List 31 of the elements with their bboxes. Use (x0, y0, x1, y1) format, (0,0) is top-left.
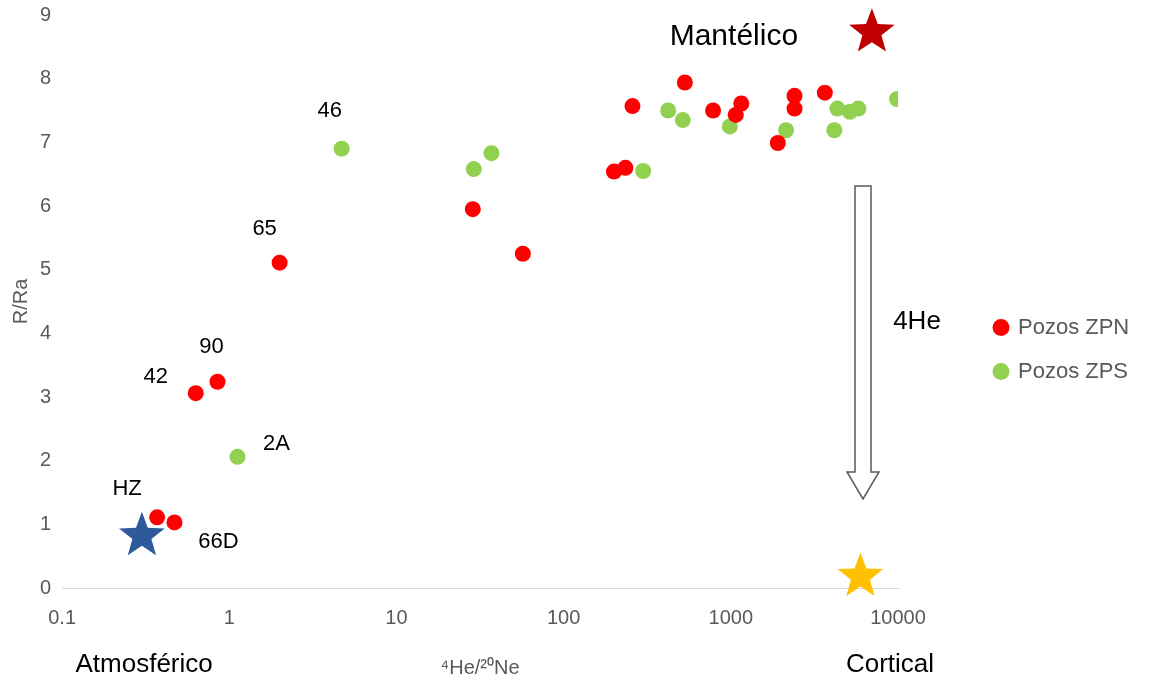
annotation: 42 (143, 363, 168, 389)
y-tick-label: 2 (40, 448, 52, 471)
x-axis-title: ⁴He/²⁰Ne (440, 655, 520, 678)
x-tick-label: 10 (385, 605, 408, 628)
x-tick-label: 1 (223, 605, 235, 628)
y-tick-label: 9 (40, 2, 52, 25)
annotation: HZ (112, 475, 142, 501)
y-tick-label: 5 (40, 257, 52, 280)
annotation: Mantélico (669, 18, 799, 52)
y-tick-label: 7 (40, 129, 52, 152)
x-tick-label: 100 (546, 605, 581, 628)
text: Atmosférico (75, 648, 213, 679)
y-tick-label: 6 (40, 193, 52, 216)
y-tick-label: 3 (40, 384, 52, 407)
x-tick-label: 0.1 (48, 605, 77, 628)
annotation: 4He (893, 305, 941, 336)
y-tick-label: 4 (40, 320, 52, 343)
x-tick-label: 10000 (870, 605, 926, 628)
legend-label: Pozos ZPN (1018, 313, 1130, 339)
y-axis-title: R/Ra (8, 277, 31, 325)
annotation: 2A (263, 429, 291, 455)
annotation: 90 (199, 332, 224, 358)
x-tick-label: 1000 (708, 605, 754, 628)
y-tick-label: 0 (40, 575, 52, 598)
annotation: 46 (317, 96, 342, 122)
annotation: 65 (252, 214, 277, 240)
y-tick-label: 8 (40, 66, 52, 89)
y-tick-label: 1 (40, 511, 52, 534)
text: Cortical (845, 648, 935, 679)
annotation: 66D (198, 528, 239, 554)
legend-label: Pozos ZPS (1018, 357, 1129, 383)
